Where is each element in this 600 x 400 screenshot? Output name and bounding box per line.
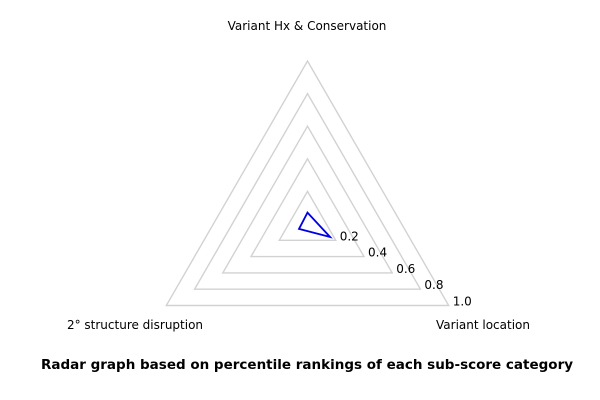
grid-triangle xyxy=(165,59,450,307)
grid-triangle xyxy=(221,124,394,274)
axis-label-variant-hx-conservation: Variant Hx & Conservation xyxy=(227,19,387,33)
grid-triangle xyxy=(249,157,366,258)
axis-label-structure-disruption: 2° structure disruption xyxy=(66,318,204,332)
radial-tick-label: 1.0 xyxy=(453,295,472,309)
radial-tick-label: 0.4 xyxy=(368,246,387,260)
chart-caption: Radar graph based on percentile rankings… xyxy=(40,357,574,373)
data-polygon xyxy=(297,211,333,239)
radial-tick-label: 0.2 xyxy=(340,229,359,243)
axis-label-variant-location: Variant location xyxy=(436,318,530,332)
radial-tick-label: 0.6 xyxy=(396,262,415,276)
radial-tick-label: 0.8 xyxy=(424,278,443,292)
grid-triangle xyxy=(278,189,337,242)
grid-triangle xyxy=(193,92,422,290)
